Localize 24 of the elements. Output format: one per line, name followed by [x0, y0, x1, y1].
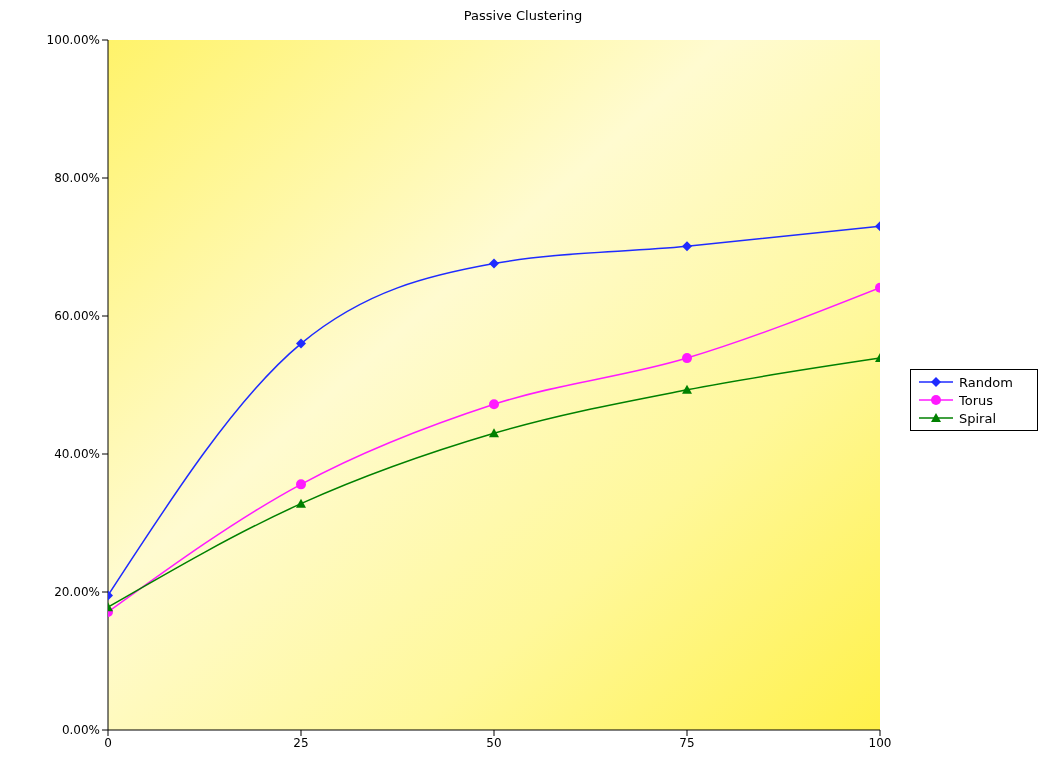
- y-tick-label: 0.00%: [61, 723, 100, 738]
- point: [682, 241, 692, 252]
- chart-title: Passive Clustering: [462, 8, 584, 25]
- y-tick-label: 60.00%: [54, 309, 100, 324]
- x-tick-label: 25: [293, 735, 309, 750]
- point: [682, 353, 692, 364]
- x-tick-label: 50: [486, 735, 502, 750]
- point: [489, 428, 499, 438]
- point: [682, 384, 692, 394]
- legend-label: Random: [959, 374, 1013, 390]
- legend-label: Torus: [959, 392, 994, 408]
- y-tick-label: 100.00%: [46, 33, 100, 48]
- x-tick-label: 0: [104, 735, 112, 750]
- y-tick-label: 20.00%: [54, 585, 100, 600]
- y-tick-label: 40.00%: [54, 447, 100, 462]
- point: [296, 338, 306, 349]
- y-tick-label: 80.00%: [54, 171, 100, 186]
- x-tick-label: 75: [679, 735, 695, 750]
- point: [489, 399, 499, 410]
- point: [489, 258, 499, 269]
- point: [296, 498, 306, 508]
- legend-label: Spiral: [959, 410, 997, 426]
- point: [296, 479, 306, 490]
- x-tick-label: 100: [868, 735, 892, 750]
